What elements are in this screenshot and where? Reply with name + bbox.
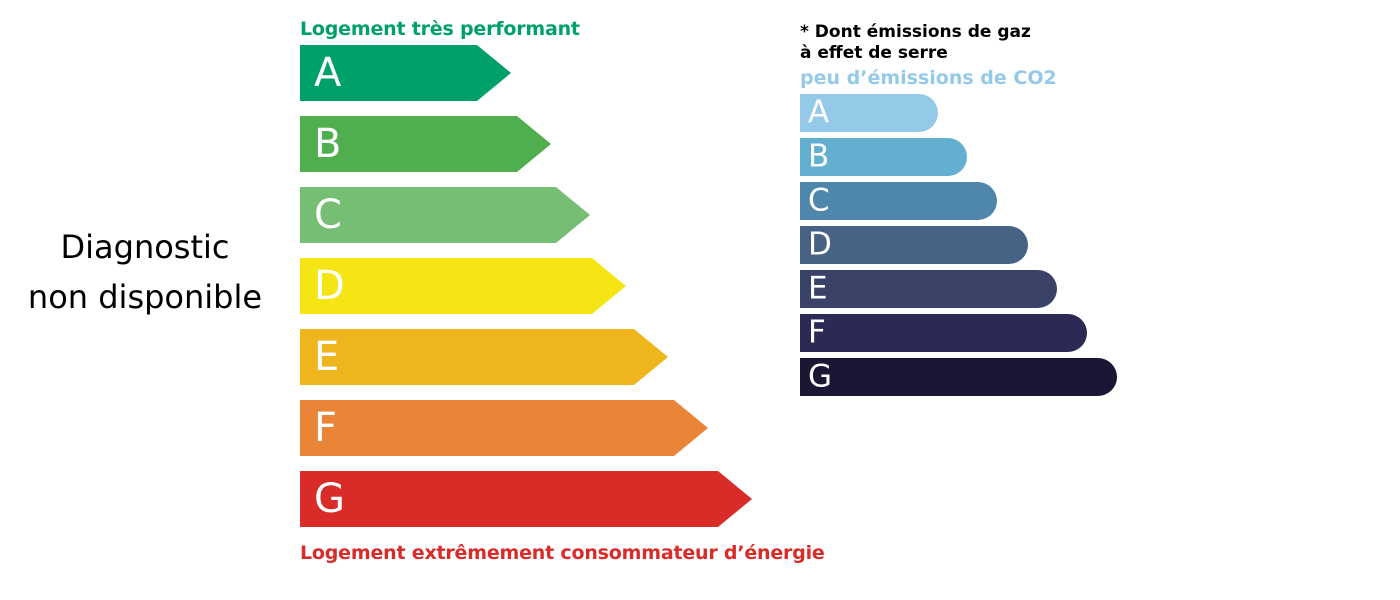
co2-bar-row[interactable]: D — [800, 226, 1200, 264]
energy-bar-b[interactable] — [300, 116, 551, 172]
co2-bar-row[interactable]: E — [800, 270, 1200, 308]
energy-bar-row[interactable]: G — [300, 471, 770, 527]
co2-bar-a[interactable] — [800, 94, 938, 132]
co2-bar-row[interactable]: G — [800, 358, 1200, 396]
energy-bar-f[interactable] — [300, 400, 708, 456]
co2-bar-b[interactable] — [800, 138, 967, 176]
energy-bar-arrow-shape — [300, 187, 590, 243]
energy-bar-letter-d: D — [314, 263, 345, 309]
co2-bar-letter-g: G — [808, 358, 833, 395]
co2-bar-letter-b: B — [808, 138, 830, 175]
diagnostic-status-line-2: non disponible — [27, 278, 263, 316]
energy-bar-arrow-shape — [300, 116, 551, 172]
energy-bar-letter-e: E — [314, 334, 340, 380]
co2-bar-row[interactable]: C — [800, 182, 1200, 220]
co2-bar-g[interactable] — [800, 358, 1117, 396]
diagnostic-status-line-1: Diagnostic — [60, 228, 230, 266]
energy-bar-d[interactable] — [300, 258, 626, 314]
co2-note-line-2: à effet de serre — [800, 43, 948, 63]
co2-emissions-scale: * Dont émissions de gaz à effet de serre… — [800, 22, 1200, 402]
energy-bar-row[interactable]: D — [300, 258, 770, 314]
co2-bar-letter-a: A — [808, 94, 830, 131]
energy-bar-row[interactable]: F — [300, 400, 770, 456]
energy-scale-bottom-caption: Logement extrêmement consommateur d’éner… — [300, 542, 825, 564]
energy-bar-arrow-shape — [300, 400, 708, 456]
energy-scale-top-caption: Logement très performant — [300, 18, 580, 40]
energy-bar-letter-b: B — [314, 121, 342, 167]
co2-bar-c[interactable] — [800, 182, 997, 220]
energy-bar-row[interactable]: B — [300, 116, 770, 172]
co2-bar-letter-d: D — [808, 226, 832, 263]
energy-bar-letter-c: C — [314, 192, 342, 238]
co2-bar-row[interactable]: A — [800, 94, 1200, 132]
co2-bar-d[interactable] — [800, 226, 1028, 264]
energy-bar-g[interactable] — [300, 471, 752, 527]
co2-bar-letter-f: F — [808, 314, 826, 351]
co2-subtitle: peu d’émissions de CO2 — [800, 67, 1057, 89]
diagnostic-status: Diagnostic non disponible — [0, 222, 290, 322]
energy-bar-e[interactable] — [300, 329, 668, 385]
energy-bar-arrow-shape — [300, 258, 626, 314]
energy-bar-row[interactable]: E — [300, 329, 770, 385]
energy-bar-letter-f: F — [314, 405, 338, 451]
co2-bar-letter-c: C — [808, 182, 830, 219]
energy-bar-arrow-shape — [300, 45, 511, 101]
co2-bar-row[interactable]: B — [800, 138, 1200, 176]
co2-bar-e[interactable] — [800, 270, 1057, 308]
co2-bar-letter-e: E — [808, 270, 828, 307]
energy-bar-row[interactable]: C — [300, 187, 770, 243]
co2-note-line-1: * Dont émissions de gaz — [800, 22, 1031, 42]
energy-bar-letter-a: A — [314, 50, 342, 96]
co2-bar-row[interactable]: F — [800, 314, 1200, 352]
energy-bar-letter-g: G — [314, 476, 345, 522]
energy-bar-row[interactable]: A — [300, 45, 770, 101]
energy-bar-arrow-shape — [300, 329, 668, 385]
co2-bar-f[interactable] — [800, 314, 1087, 352]
energy-bar-c[interactable] — [300, 187, 590, 243]
energy-bar-a[interactable] — [300, 45, 511, 101]
energy-bar-arrow-shape — [300, 471, 752, 527]
